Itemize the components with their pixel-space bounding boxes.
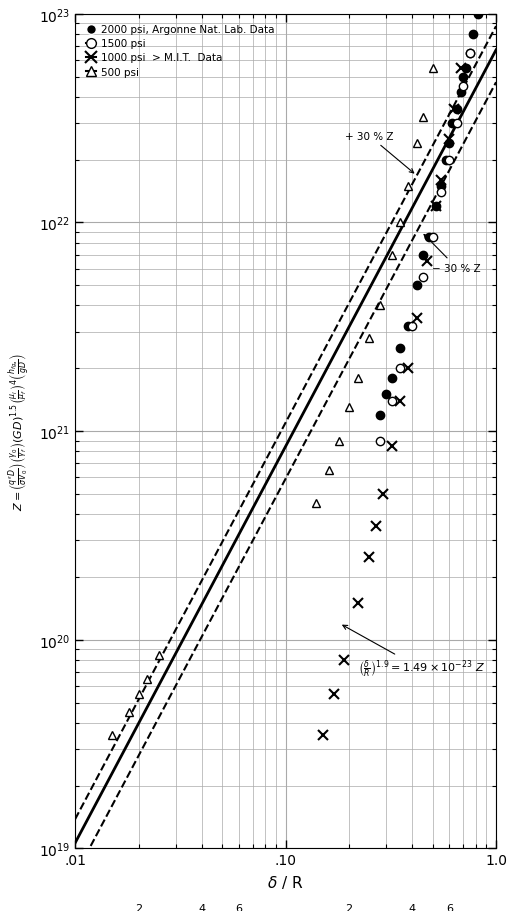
Text: 2: 2 [135,903,142,911]
Text: 6: 6 [235,903,243,911]
Text: $\left(\frac{\delta}{R}\right)^{1.9} = 1.49 \times 10^{-23}\ Z$: $\left(\frac{\delta}{R}\right)^{1.9} = 1… [343,626,485,680]
Text: + 30 % Z: + 30 % Z [345,131,414,174]
X-axis label: $\delta$ / R: $\delta$ / R [267,873,304,890]
Text: 6: 6 [446,903,453,911]
Text: 4: 4 [198,903,206,911]
Y-axis label: $Z = \left(\frac{q^{\prime\prime}D}{\sigma V_0}\right)\left(\frac{\gamma_0}{\gam: $Z = \left(\frac{q^{\prime\prime}D}{\sig… [7,353,33,511]
Legend: 2000 psi, Argonne Nat. Lab. Data, 1500 psi, 1000 psi  > M.I.T.  Data, 500 psi: 2000 psi, Argonne Nat. Lab. Data, 1500 p… [80,20,280,83]
Text: − 30 % Z: − 30 % Z [424,235,481,273]
Text: 2: 2 [345,903,353,911]
Text: 4: 4 [409,903,416,911]
